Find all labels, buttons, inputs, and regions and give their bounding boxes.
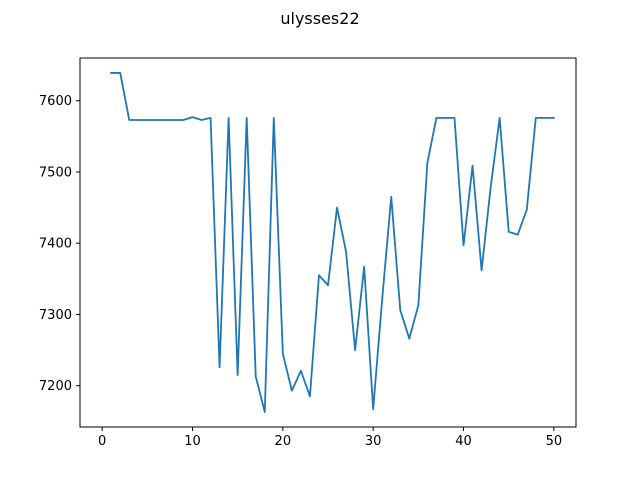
chart-title: ulysses22: [280, 9, 359, 28]
series-line: [110, 72, 555, 413]
x-tick-label: 10: [184, 434, 201, 449]
plot-layer: 0 10 20 30 40 50 7200 7300 7400 7500 7600: [39, 72, 563, 449]
x-tick-label: 30: [365, 434, 382, 449]
y-tick-label: 7600: [39, 94, 72, 109]
x-tick-label: 20: [275, 434, 292, 449]
x-tick-label: 40: [455, 434, 472, 449]
y-tick-label: 7400: [39, 237, 72, 252]
x-tick-label: 50: [546, 434, 563, 449]
plot-area-frame: [79, 57, 577, 428]
y-tick-label: 7300: [39, 308, 72, 323]
y-tick-label: 7500: [39, 165, 72, 180]
x-tick-label: 0: [98, 434, 106, 449]
y-tick-label: 7200: [39, 379, 72, 394]
